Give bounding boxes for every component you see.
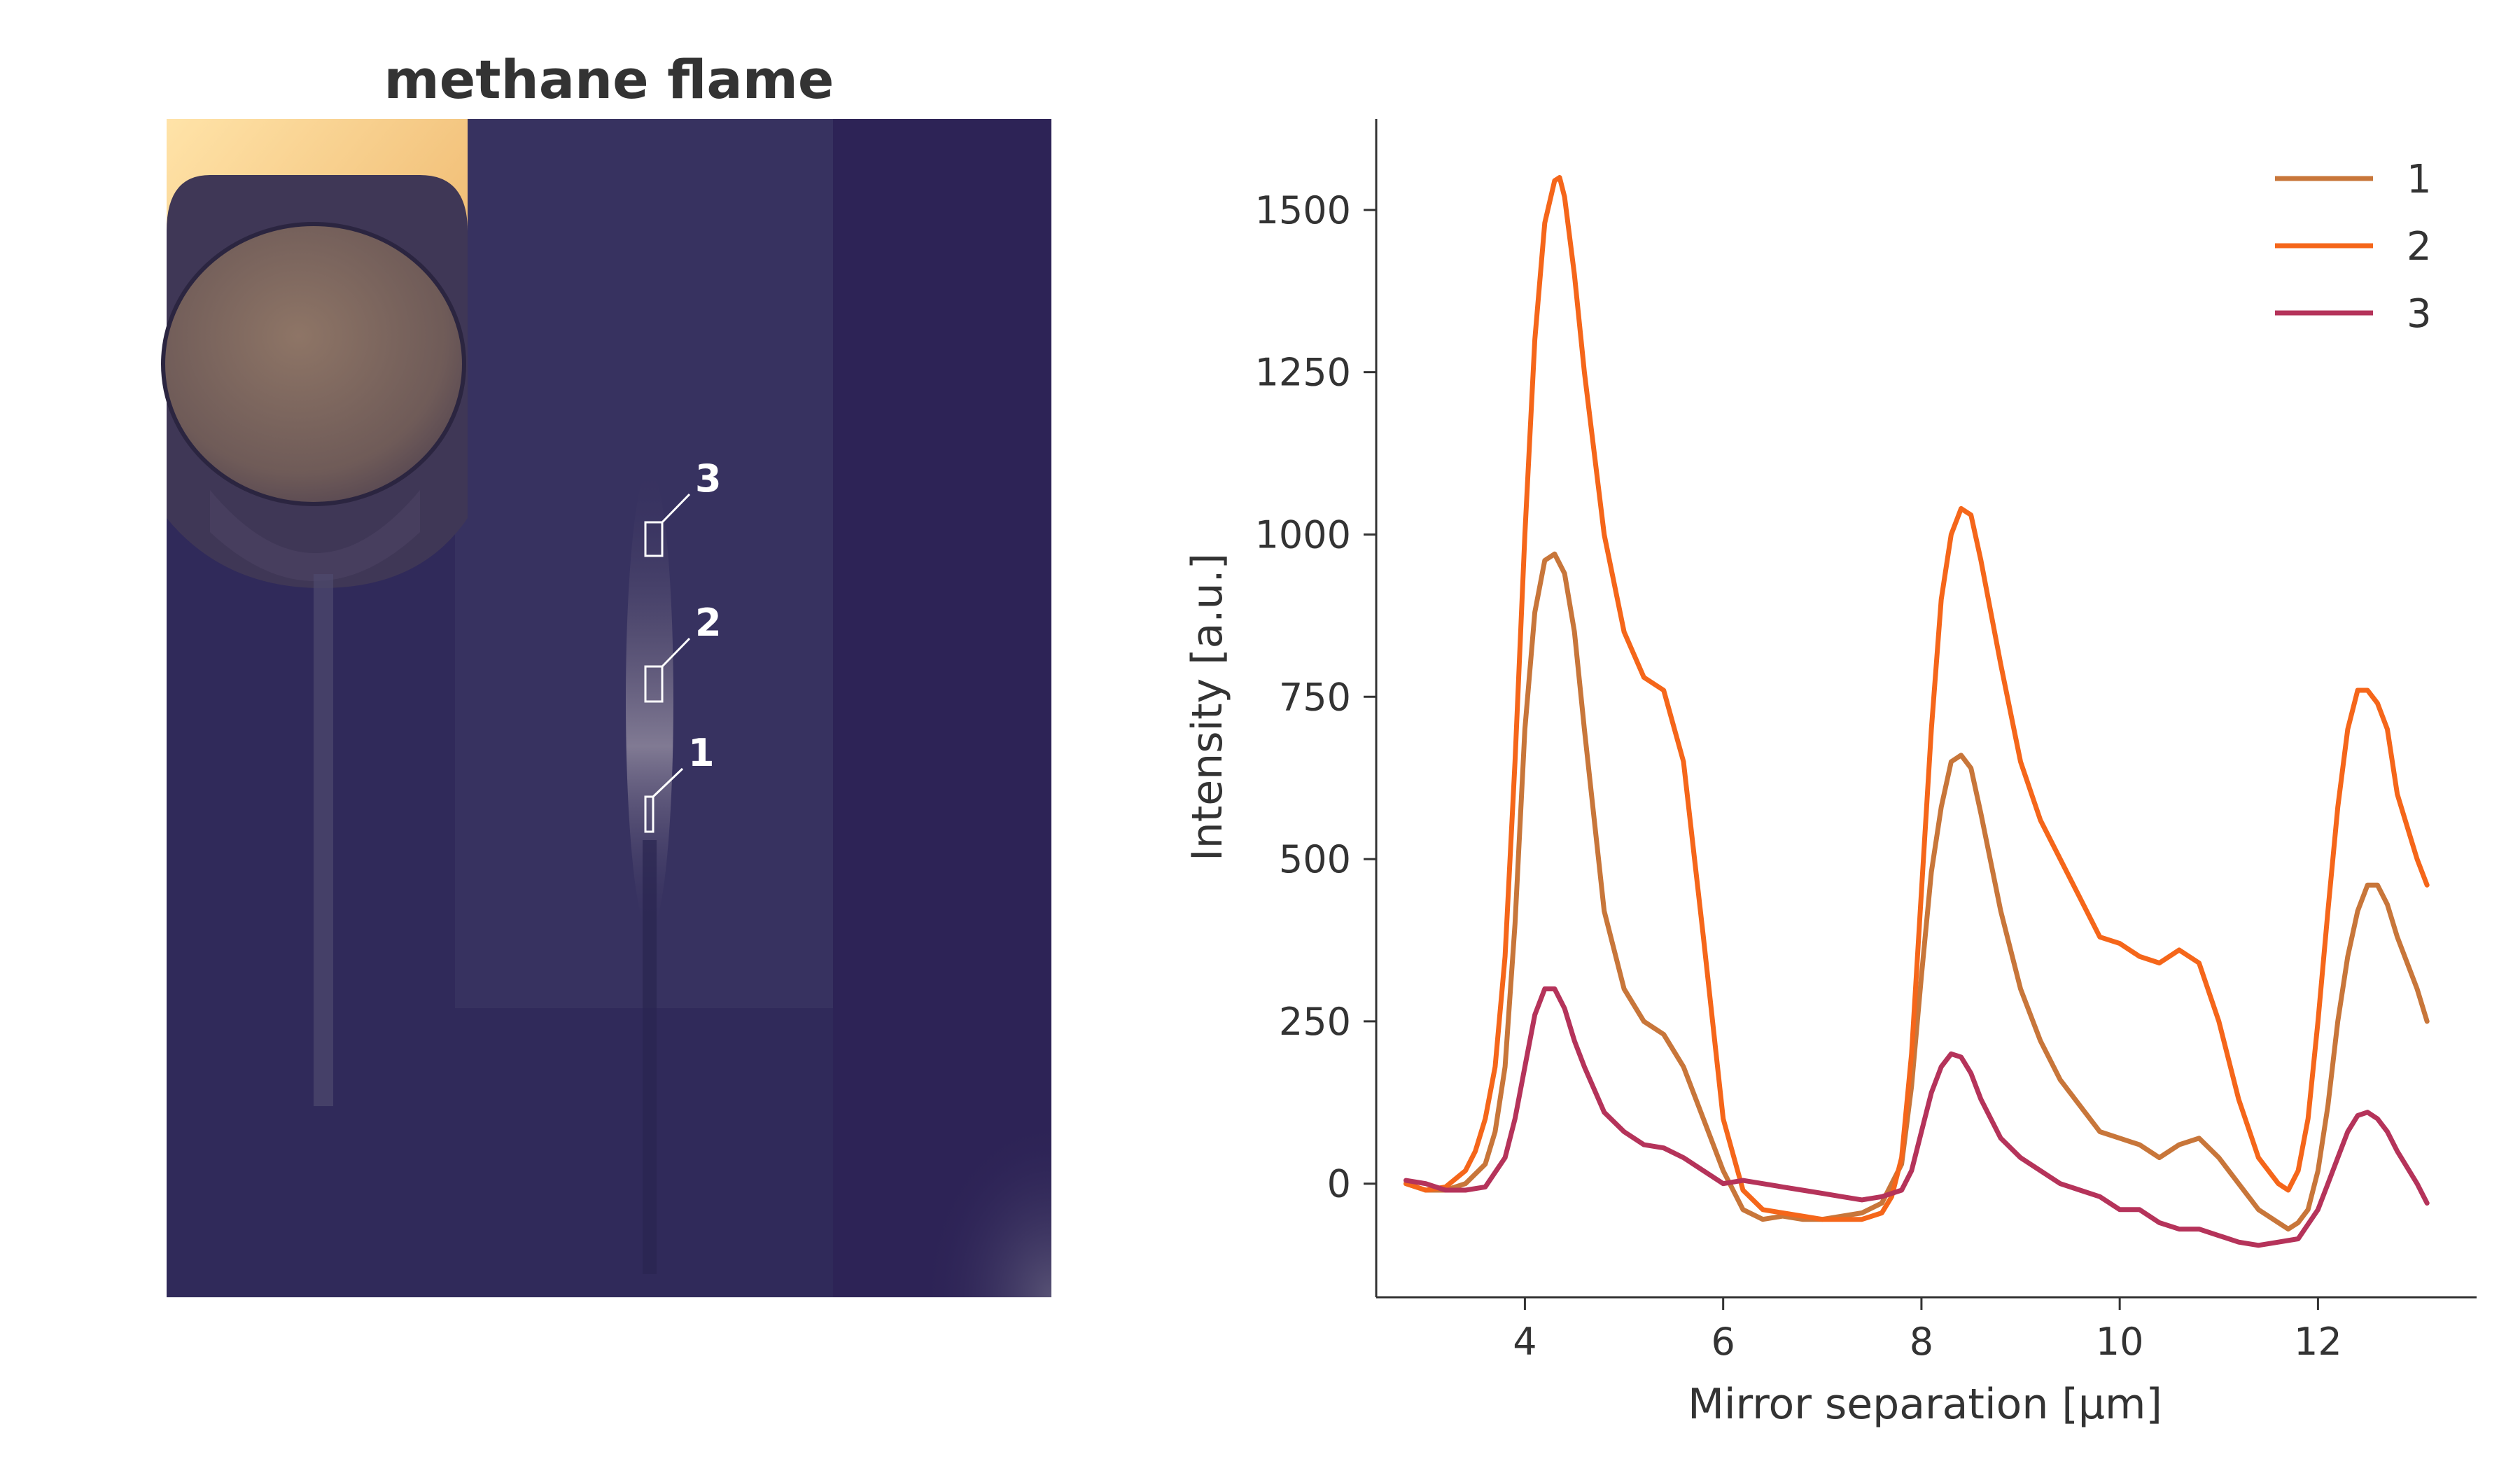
x-axis-label: Mirror separation [µm] xyxy=(1688,1380,2162,1429)
roi-leader-3 xyxy=(661,493,691,524)
legend-label-2: 2 xyxy=(2407,224,2432,270)
y-tick-label: 750 xyxy=(1279,675,1351,719)
y-tick-label: 1500 xyxy=(1255,188,1351,232)
legend-entry-2: 2 xyxy=(2275,224,2432,270)
y-tick-label: 500 xyxy=(1279,837,1351,881)
legend-entry-3: 3 xyxy=(2275,291,2432,337)
image-title: methane flame xyxy=(384,48,834,111)
legend-entry-1: 1 xyxy=(2275,157,2432,202)
roi-marker-2: 2 xyxy=(644,601,722,703)
flame xyxy=(626,469,673,931)
roi-label-2: 2 xyxy=(695,601,722,645)
flame-image-svg: 3 2 1 methane flame xyxy=(161,48,1051,1297)
roi-marker-1: 1 xyxy=(644,731,715,833)
burner-tube xyxy=(643,840,657,1274)
lens-holder-neck xyxy=(210,490,420,581)
roi-markers: 3 2 1 xyxy=(644,456,722,833)
x-tick-label: 8 xyxy=(1910,1320,1933,1364)
roi-leader-1 xyxy=(652,767,684,798)
lens xyxy=(161,222,466,506)
x-tick-label: 6 xyxy=(1711,1320,1735,1364)
roi-marker-3: 3 xyxy=(644,456,722,557)
chart-series xyxy=(1404,175,2430,1248)
series-line-1 xyxy=(1404,551,2430,1232)
x-tick-label: 12 xyxy=(2294,1320,2342,1364)
roi-label-1: 1 xyxy=(688,731,715,775)
flame-image-panel: 3 2 1 methane flame xyxy=(0,0,1120,1470)
roi-label-3: 3 xyxy=(695,456,722,501)
legend-label-1: 1 xyxy=(2407,157,2432,202)
y-tick-label: 250 xyxy=(1279,1000,1351,1044)
background-corner-glow xyxy=(770,910,1051,1297)
roi-box-3 xyxy=(644,521,664,557)
roi-box-1 xyxy=(644,795,654,833)
chart-legend: 1 2 3 xyxy=(2275,157,2432,337)
x-tick-label: 4 xyxy=(1513,1320,1536,1364)
chart-ticks: 4 6 8 10 12 0 250 500 750 1000 1250 1500 xyxy=(1255,188,2342,1364)
roi-box-2 xyxy=(644,665,664,703)
x-tick-label: 10 xyxy=(2096,1320,2144,1364)
y-tick-label: 1250 xyxy=(1255,351,1351,395)
series-line-3 xyxy=(1404,986,2430,1248)
chart-axes xyxy=(1375,119,2477,1299)
support-rod xyxy=(314,574,333,1106)
y-tick-label: 1000 xyxy=(1255,512,1351,557)
y-axis-label: Intensity [a.u.] xyxy=(1183,553,1232,861)
y-tick-label: 0 xyxy=(1327,1162,1351,1206)
roi-leader-2 xyxy=(661,637,691,668)
series-line-2 xyxy=(1404,175,2430,1222)
legend-label-3: 3 xyxy=(2407,291,2432,337)
